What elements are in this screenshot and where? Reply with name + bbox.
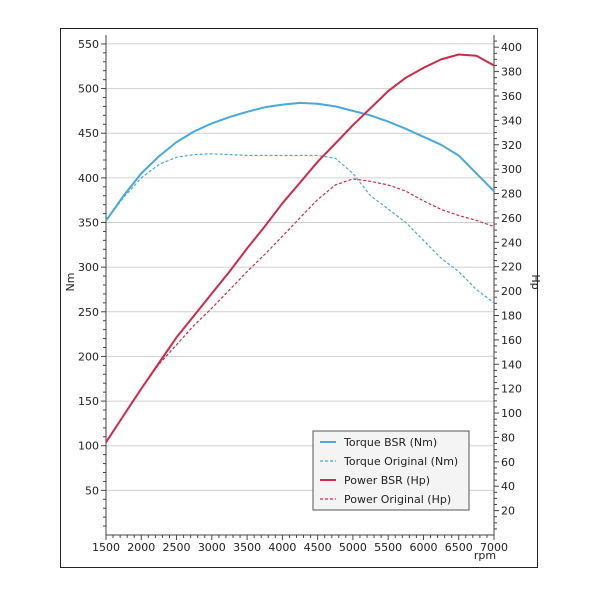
- y-right-tick-label: 180: [501, 309, 522, 322]
- x-axis-label: rpm: [474, 549, 496, 562]
- y-right-tick-label: 340: [501, 114, 522, 127]
- y-left-tick-label: 450: [78, 127, 99, 140]
- legend-label: Torque BSR (Nm): [343, 436, 437, 449]
- x-tick-label: 2000: [127, 541, 155, 554]
- y-axis-right-label: Hp: [529, 274, 542, 289]
- y-left-tick-label: 300: [78, 261, 99, 274]
- x-tick-label: 3500: [233, 541, 261, 554]
- y-right-tick-label: 100: [501, 407, 522, 420]
- x-tick-label: 2500: [163, 541, 191, 554]
- x-tick-label: 6500: [445, 541, 473, 554]
- y-right-tick-label: 60: [501, 456, 515, 469]
- x-tick-label: 6000: [409, 541, 437, 554]
- y-right-tick-label: 200: [501, 285, 522, 298]
- y-left-tick-label: 350: [78, 217, 99, 230]
- y-right-tick-label: 240: [501, 236, 522, 249]
- x-tick-label: 1500: [92, 541, 120, 554]
- axes: 1500 2000 2500 3000 3500 4000 4500 5000 5500 6000…: [78, 35, 522, 554]
- y-right-tick-label: 220: [501, 261, 522, 274]
- legend-label: Power Original (Hp): [344, 493, 451, 506]
- x-tick-label: 7000: [480, 541, 508, 554]
- y-right-tick-label: 20: [501, 505, 515, 518]
- x-tick-label: 3000: [198, 541, 226, 554]
- series-line-power-original-hp: [105, 178, 495, 443]
- x-tick-label: 4500: [304, 541, 332, 554]
- y-right-tick-label: 80: [501, 431, 515, 444]
- series-line-power-bsr-hp: [105, 53, 495, 443]
- y-right-tick-label: 400: [501, 41, 522, 54]
- series-line-torque-bsr-nm: [105, 101, 495, 222]
- x-tick-label: 5000: [339, 541, 367, 554]
- y-left-tick-label: 50: [85, 484, 99, 497]
- series-lines: [105, 53, 495, 443]
- y-left-tick-label: 250: [78, 306, 99, 319]
- y-right-tick-label: 380: [501, 66, 522, 79]
- y-left-tick-label: 550: [78, 38, 99, 51]
- y-left-tick-label: 200: [78, 350, 99, 363]
- x-tick-label: 4000: [268, 541, 296, 554]
- series-line-torque-original-nm: [105, 153, 495, 304]
- y-left-tick-label: 500: [78, 83, 99, 96]
- y-right-tick-label: 140: [501, 358, 522, 371]
- y-right-tick-label: 300: [501, 163, 522, 176]
- y-right-tick-label: 280: [501, 188, 522, 201]
- y-right-tick-label: 260: [501, 212, 522, 225]
- y-right-tick-label: 360: [501, 90, 522, 103]
- y-axis-left-label: Nm: [64, 273, 77, 292]
- legend-items: Torque BSR (Nm) Torque Original (Nm) Power…: [320, 436, 458, 506]
- y-left-tick-label: 100: [78, 440, 99, 453]
- legend: Torque BSR (Nm) Torque Original (Nm) Power…: [312, 430, 470, 511]
- legend-box: [312, 430, 470, 511]
- legend-label: Torque Original (Nm): [343, 455, 458, 468]
- gridlines: [106, 43, 494, 491]
- y-left-tick-label: 400: [78, 172, 99, 185]
- y-right-tick-label: 320: [501, 139, 522, 152]
- y-right-tick-label: 160: [501, 334, 522, 347]
- y-right-tick-label: 40: [501, 480, 515, 493]
- legend-label: Power BSR (Hp): [344, 474, 430, 487]
- x-tick-label: 5500: [374, 541, 402, 554]
- y-left-tick-label: 150: [78, 395, 99, 408]
- y-right-tick-label: 120: [501, 383, 522, 396]
